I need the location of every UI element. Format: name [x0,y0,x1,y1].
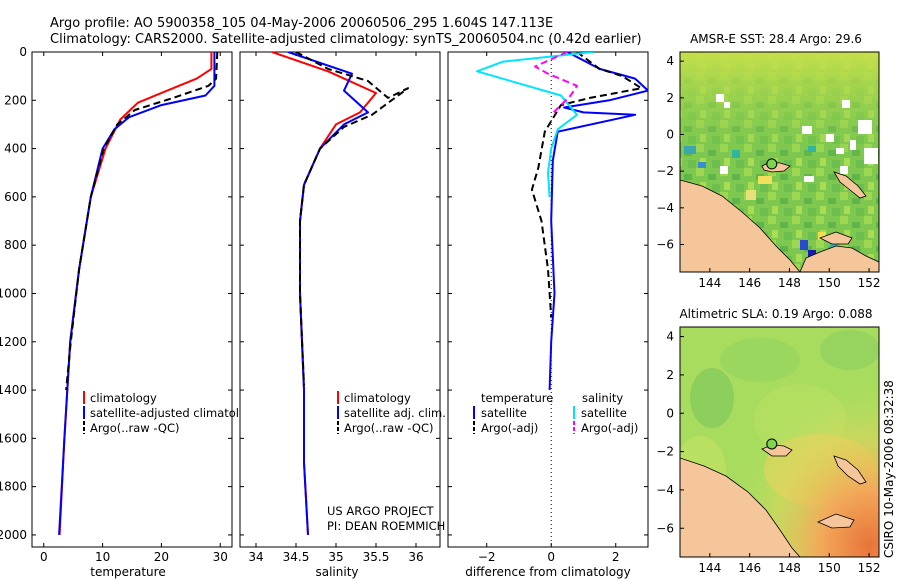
difference-axes-box [447,51,649,548]
sla-map-panel: Altimetric SLA: 0.19 Argo: 0.088 144 146 1… [656,307,880,575]
sst-land-new-ireland [833,171,867,199]
sla-map-image [680,327,879,557]
argo-position-marker [766,158,778,170]
x-tick-label: 0 [40,550,48,564]
sst-land-south-coast [799,245,879,272]
legend-label-temp-satellite: satellite [481,406,527,420]
y-tick-label: 800 [4,238,27,252]
series-line-salinity-satellite [476,52,594,197]
salinity-axes-box [239,51,441,548]
sla-land-new-guinea [680,457,801,557]
sst-land-new-guinea [680,179,801,272]
map-x-tick-label: 144 [698,561,721,575]
map-x-tick-label: 152 [858,276,881,290]
x-tick-label: 10 [95,550,110,564]
map-x-tick-label: 148 [778,276,801,290]
map-y-tick-label: 0 [666,128,674,142]
salinity-legend: climatology satellite adj. clim. Argo(..… [337,391,446,435]
temperature-xlabel: temperature [90,565,165,579]
map-y-tick-label: −6 [656,521,674,535]
map-y-tick-label: −2 [656,164,674,178]
x-tick-label: 20 [154,550,169,564]
map-x-tick-label: 148 [778,561,801,575]
sla-map-title: Altimetric SLA: 0.19 Argo: 0.088 [679,307,872,321]
pi-label: PI: DEAN ROEMMICH [327,519,445,533]
series-line-salinity-argo-adj [534,52,578,116]
y-tick-label: 600 [4,190,27,204]
sla-map-frame [679,326,880,558]
sla-land-new-ireland [833,455,867,485]
map-x-tick-label: 150 [818,276,841,290]
temperature-legend: climatology satellite-adjusted climatolo… [83,391,260,435]
x-tick-label: 34 [248,550,263,564]
map-y-tick-label: 2 [666,91,674,105]
sst-map-title: AMSR-E SST: 28.4 Argo: 29.6 [690,32,862,46]
project-label: US ARGO PROJECT [327,504,435,518]
map-x-tick-label: 146 [738,276,761,290]
sla-land-new-britain [817,513,855,529]
y-tick-label: 1400 [0,383,27,397]
series-line-argo-raw-qc [295,52,409,386]
x-tick-label: 35.5 [363,550,390,564]
legend-label-sal-satellite: satellite [581,406,627,420]
map-x-tick-label: 152 [858,561,881,575]
y-tick-label: 200 [4,93,27,107]
legend-title-salinity: salinity [582,391,623,405]
y-tick-label: 1000 [0,286,27,300]
x-tick-label: 36 [408,550,423,564]
legend-label-satellite-adj: satellite adj. clim. [344,406,446,420]
difference-xlabel: difference from climatology [465,565,631,579]
series-line-temperature-satellite [548,52,648,391]
sst-land-new-britain [819,231,853,245]
y-tick-label: 1800 [0,480,27,494]
salinity-panel: 34 34.5 35 35.5 36 salinity climatology sate… [239,51,446,579]
sst-map-image [680,52,879,272]
map-x-tick-label: 146 [738,561,761,575]
map-y-tick-label: −4 [656,201,674,215]
y-tick-label: 1200 [0,335,27,349]
map-y-tick-label: 4 [666,54,674,68]
map-x-tick-label: 144 [698,276,721,290]
legend-label-argo: Argo(..raw -QC) [90,421,180,435]
header-line-1: Argo profile: AO 5900358_105 04-May-2006… [50,16,553,31]
sst-map-panel: AMSR-E SST: 28.4 Argo: 29.6 [656,32,880,290]
legend-title-temperature: temperature [481,391,553,405]
x-tick-label: 35 [328,550,343,564]
header-line-2: Climatology: CARS2000. Satellite-adjuste… [50,32,642,47]
sst-map-frame [679,51,880,273]
legend-label-sal-argo: Argo(-adj) [581,421,638,435]
temperature-axes-box [31,51,233,548]
x-tick-label: 2 [612,550,620,564]
legend-label-satellite-adjusted: satellite-adjusted climatology [90,406,260,420]
x-tick-label: 0 [547,550,555,564]
x-tick-label: 30 [213,550,228,564]
timestamp-stamp: CSIRO 10-May-2006 08:32:38 [882,380,896,558]
x-tick-label: −2 [478,550,496,564]
series-line-argo-raw-qc [65,52,219,391]
legend-label-climatology: climatology [90,391,157,405]
difference-legend: temperature salinity satellite Argo(-adj… [473,391,638,435]
temperature-panel: 0 10 20 30 0 200 400 600 800 1000 1200 1400 1600 1800… [0,45,260,579]
salinity-xlabel: salinity [315,565,358,579]
legend-label-climatology: climatology [344,391,411,405]
x-tick-label: 34.5 [283,550,310,564]
map-y-tick-label: 4 [666,330,674,344]
map-y-tick-label: −6 [656,238,674,252]
series-line-temperature-argo-adj [530,52,643,318]
legend-label-argo: Argo(..raw -QC) [344,421,434,435]
argo-position-marker [766,438,778,450]
map-x-tick-label: 150 [818,561,841,575]
map-y-tick-label: 0 [666,406,674,420]
difference-panel: −2 0 2 difference from climatology tempera… [447,51,649,579]
map-y-tick-label: −4 [656,483,674,497]
legend-label-temp-argo: Argo(-adj) [481,421,538,435]
y-tick-label: 400 [4,142,27,156]
y-tick-label: 1600 [0,431,27,445]
map-y-tick-label: −2 [656,445,674,459]
map-y-tick-label: 2 [666,368,674,382]
y-tick-label: 2000 [0,528,27,542]
y-tick-label: 0 [19,45,27,59]
